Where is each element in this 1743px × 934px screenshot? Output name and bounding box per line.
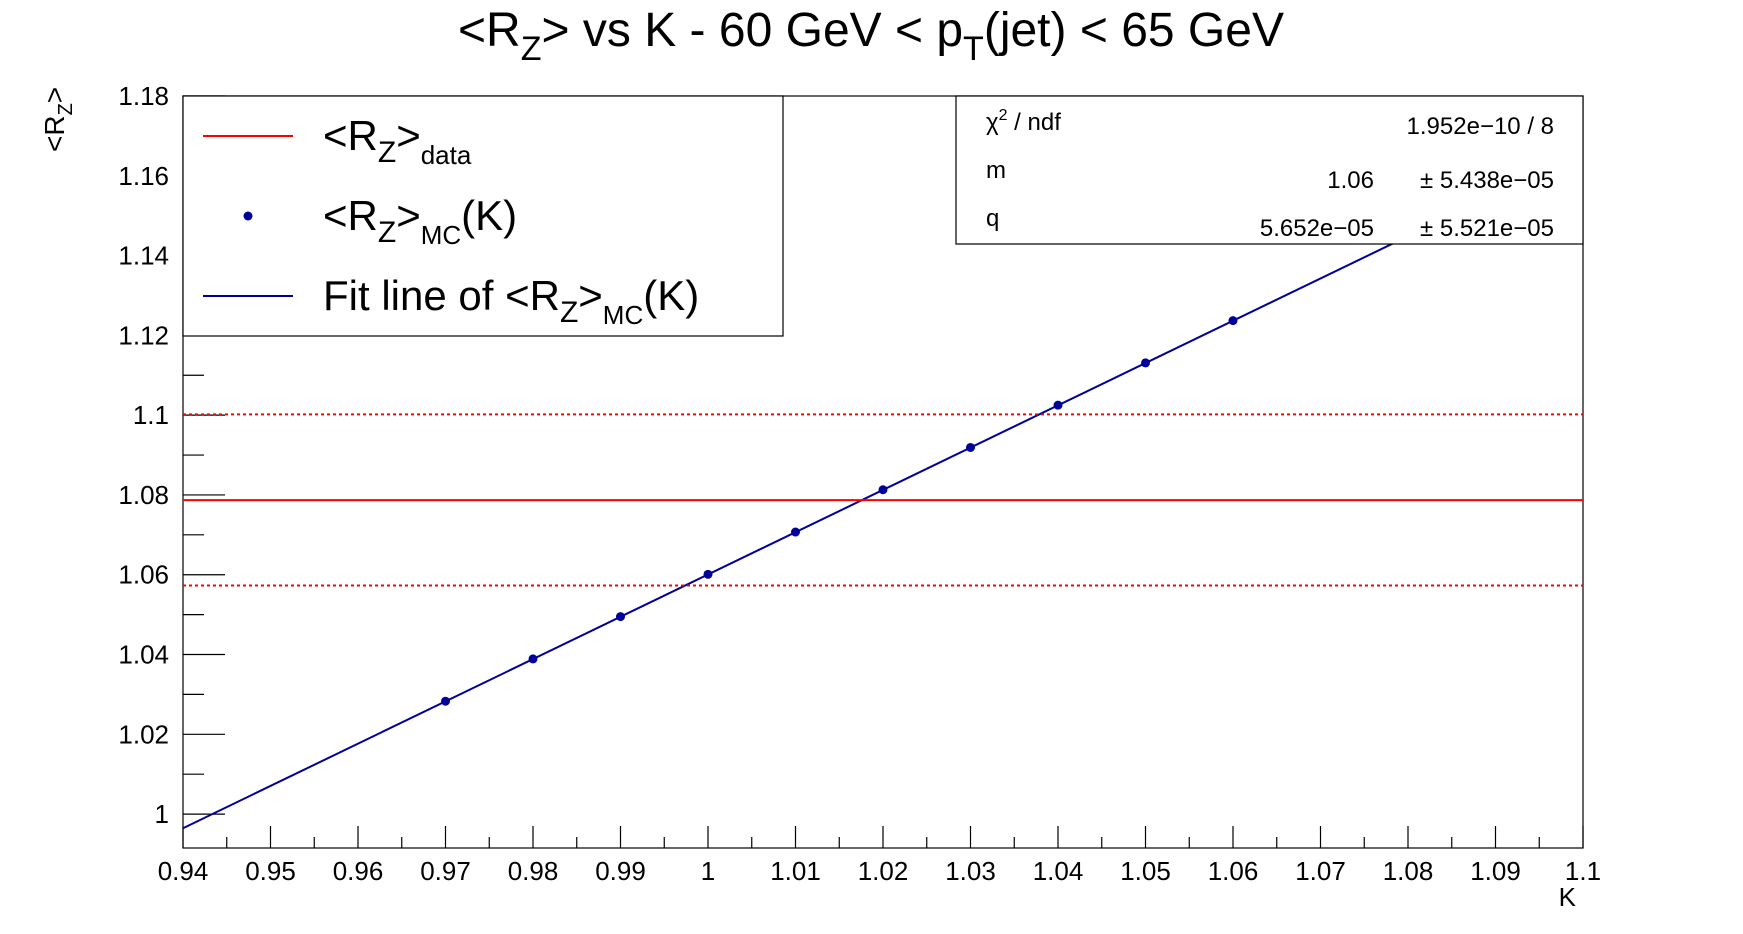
y-tick-label: 1 — [155, 799, 169, 829]
y-tick-label: 1.08 — [118, 480, 169, 510]
x-tick-label: 1 — [701, 856, 715, 886]
legend-label: Fit line of <RZ>MC(K) — [323, 272, 699, 330]
y-axis-label: <RZ> — [39, 87, 77, 152]
stats-value: 1.06 — [1327, 167, 1374, 194]
stats-error: ± 5.521e−05 — [1420, 215, 1554, 242]
stats-frame — [955, 95, 1584, 245]
y-tick-label: 1.02 — [118, 719, 169, 749]
x-axis-label: K — [1559, 882, 1577, 912]
y-tick-label: 1.04 — [118, 640, 169, 670]
x-tick-label: 1.07 — [1295, 856, 1346, 886]
y-tick-label: 1.16 — [118, 161, 169, 191]
legend-point-swatch — [243, 211, 253, 221]
x-tick-label: 1.09 — [1470, 856, 1521, 886]
stats-value: 1.952e−10 / 8 — [1407, 113, 1554, 140]
stats-label: m — [986, 157, 1006, 184]
legend-label: <RZ>MC(K) — [323, 192, 517, 250]
x-tick-label: 1.01 — [770, 856, 821, 886]
legend-label: <RZ>data — [323, 112, 472, 170]
y-tick-label: 1.18 — [118, 81, 169, 111]
x-tick-label: 0.95 — [245, 856, 296, 886]
stats-value: 5.652e−05 — [1260, 215, 1374, 242]
legend: <RZ>data <RZ>MC(K) Fit line of <RZ>MC(K) — [182, 95, 784, 337]
x-tick-label: 1.02 — [858, 856, 909, 886]
fit-stats-box: χ2 / ndf 1.952e−10 / 8 m 1.06 ± 5.438e−05 q 5.… — [955, 95, 1584, 245]
x-tick-label: 1.1 — [1565, 856, 1601, 886]
y-tick-label: 1.14 — [118, 241, 169, 271]
x-tick-label: 1.03 — [945, 856, 996, 886]
y-tick-label: 1.1 — [133, 400, 169, 430]
x-tick-label: 1.08 — [1383, 856, 1434, 886]
chart-title: <RZ> vs K - 60 GeV < pT(jet) < 65 GeV — [458, 4, 1284, 68]
stats-error: ± 5.438e−05 — [1420, 167, 1554, 194]
x-tick-label: 0.97 — [420, 856, 471, 886]
y-tick-label: 1.12 — [118, 320, 169, 350]
x-tick-label: 0.99 — [595, 856, 646, 886]
plot-area: 0.94 0.95 0.96 0.97 0.98 0.99 1 1.01 1.02 1.03 1.0… — [118, 81, 1601, 886]
x-tick-label: 1.06 — [1208, 856, 1259, 886]
x-tick-label: 0.94 — [158, 856, 209, 886]
x-tick-label: 1.04 — [1033, 856, 1084, 886]
x-tick-label: 0.98 — [508, 856, 559, 886]
x-tick-label: 0.96 — [333, 856, 384, 886]
fit-line — [182, 150, 1584, 830]
stats-label: q — [986, 205, 999, 232]
stats-label: χ2 / ndf — [986, 107, 1061, 136]
y-tick-label: 1.06 — [118, 560, 169, 590]
x-tick-label: 1.05 — [1120, 856, 1171, 886]
